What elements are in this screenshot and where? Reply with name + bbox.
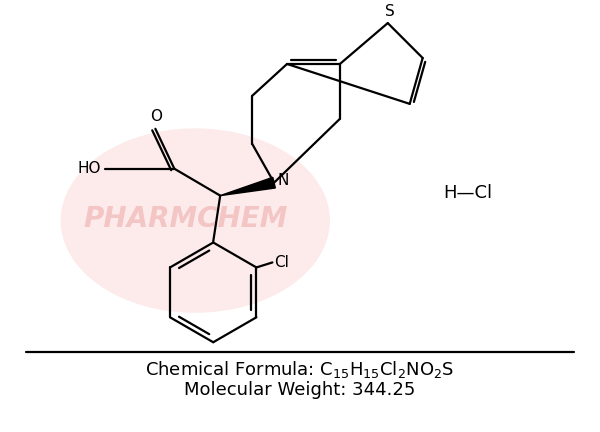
Ellipse shape	[61, 128, 330, 313]
Text: Cl: Cl	[274, 255, 289, 270]
Text: S: S	[385, 4, 395, 19]
Text: N: N	[277, 173, 289, 188]
Polygon shape	[220, 177, 275, 196]
Text: PHARMCHEM: PHARMCHEM	[83, 205, 287, 232]
Text: H—Cl: H—Cl	[443, 184, 492, 202]
Text: Molecular Weight: 344.25: Molecular Weight: 344.25	[184, 381, 416, 399]
Text: Chemical Formula: C$_{15}$H$_{15}$Cl$_{2}$NO$_{2}$S: Chemical Formula: C$_{15}$H$_{15}$Cl$_{2…	[145, 359, 455, 380]
Text: HO: HO	[77, 161, 101, 176]
Text: O: O	[151, 109, 163, 124]
